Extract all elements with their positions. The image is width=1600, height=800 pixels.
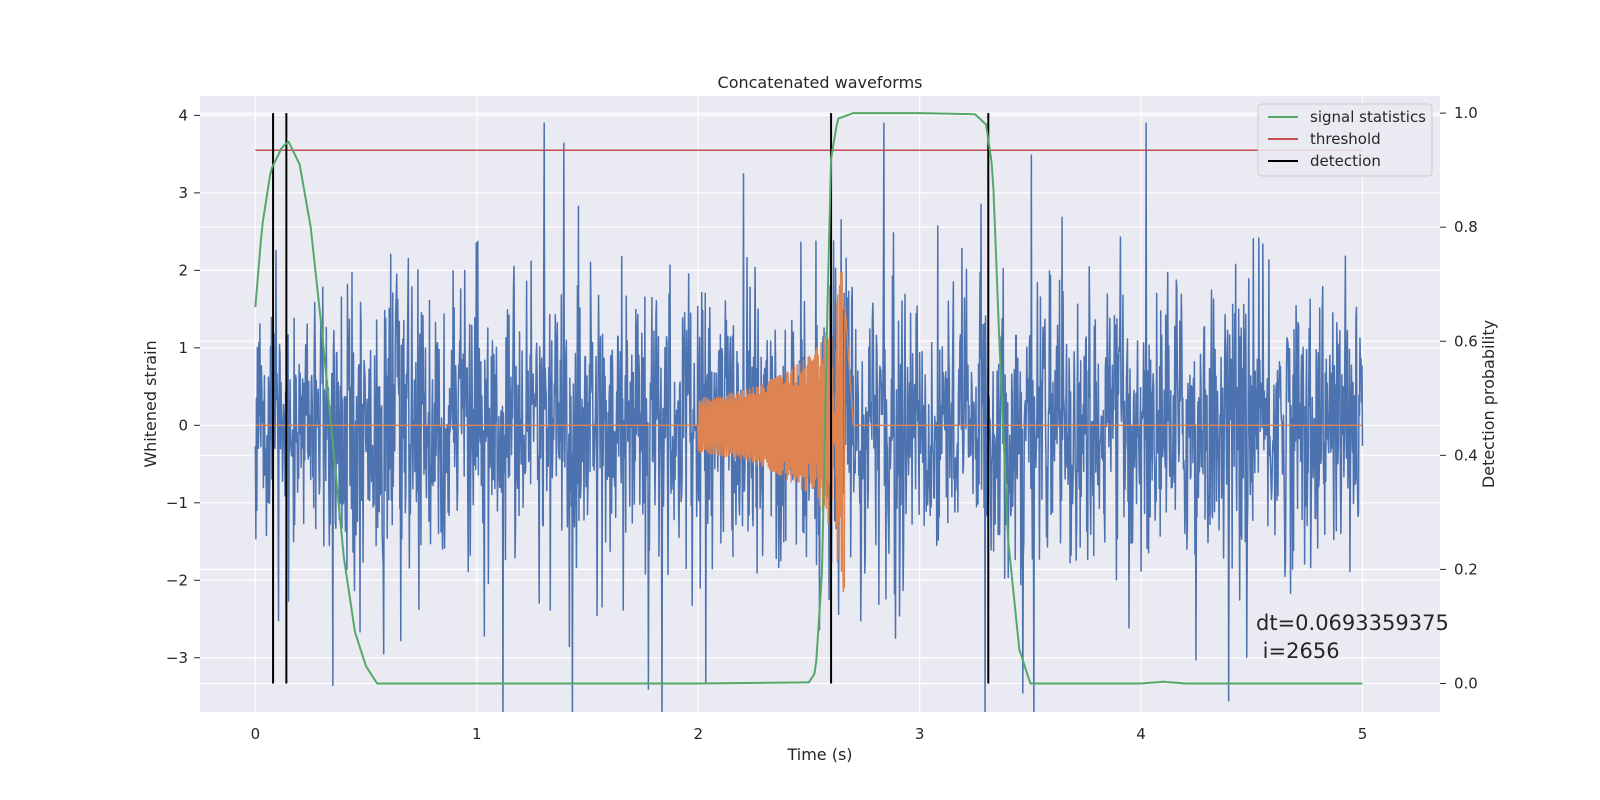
y2-tick-label: 1.0: [1454, 104, 1478, 122]
x-axis-label: Time (s): [786, 745, 852, 764]
x-tick-label: 4: [1136, 725, 1146, 743]
legend-threshold-label: threshold: [1310, 130, 1381, 148]
y-axis-label: Whitened strain: [141, 340, 160, 467]
y-tick-label: −1: [166, 494, 188, 512]
y-tick-label: −3: [166, 649, 188, 667]
x-tick-label: 1: [472, 725, 482, 743]
y2-tick-label: 0.2: [1454, 560, 1478, 578]
annotation-i: i=2656: [1256, 639, 1340, 663]
y-tick-label: −2: [166, 571, 188, 589]
x-tick-label: 2: [693, 725, 703, 743]
y-tick-label: 2: [178, 261, 188, 279]
x-tick-label: 3: [915, 725, 925, 743]
y2-tick-label: 0.6: [1454, 332, 1478, 350]
y-tick-label: 0: [178, 416, 188, 434]
series-injected-waveform: [255, 271, 1363, 593]
chart-title: Concatenated waveforms: [718, 73, 923, 92]
x-ticks: 0 1 2 3 4 5: [251, 725, 1368, 743]
x-tick-label: 0: [251, 725, 261, 743]
annotation-dt: dt=0.0693359375: [1256, 611, 1449, 635]
legend-detection-label: detection: [1310, 152, 1381, 170]
legend: signal statistics threshold detection: [1257, 103, 1433, 177]
series-signal-statistics: [254, 112, 1363, 685]
y2-axis-label: Detection probability: [1479, 320, 1498, 488]
y-tick-label: 3: [178, 184, 188, 202]
y-tick-label: 1: [178, 339, 188, 357]
y2-tick-label: 0.8: [1454, 218, 1478, 236]
x-tick-label: 5: [1358, 725, 1368, 743]
y2-tick-label: 0.0: [1454, 674, 1478, 692]
right-y-ticks: 0.0 0.2 0.4 0.6 0.8 1.0: [1440, 104, 1478, 692]
data-layer: [254, 112, 1364, 712]
legend-signal-statistics-label: signal statistics: [1310, 108, 1426, 126]
legend-box: [1257, 103, 1433, 177]
y-tick-label: 4: [178, 106, 188, 124]
left-y-ticks: −3 −2 −1 0 1 2 3 4: [166, 106, 200, 667]
series-whitened-strain: [254, 122, 1364, 712]
y2-tick-label: 0.4: [1454, 446, 1478, 464]
